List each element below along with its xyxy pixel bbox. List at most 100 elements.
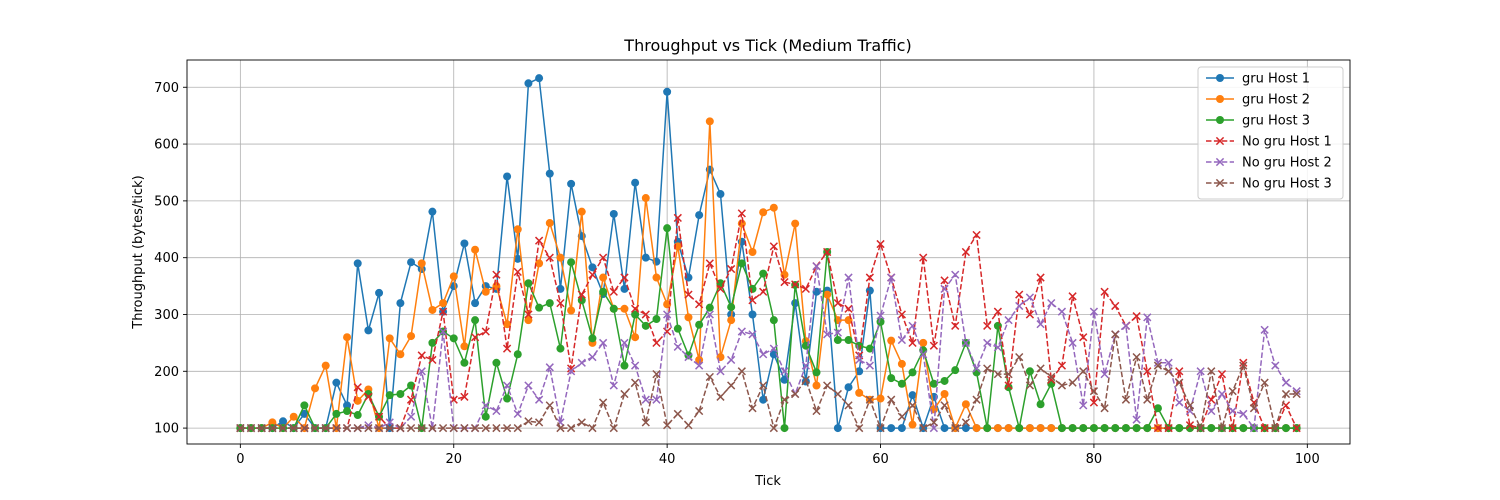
x-tick-label: 40 <box>659 452 676 467</box>
data-point <box>748 404 757 413</box>
data-point <box>268 418 277 427</box>
data-point <box>1025 293 1035 302</box>
data-point <box>1004 381 1013 390</box>
data-point <box>1057 381 1067 390</box>
data-point <box>524 79 533 88</box>
data-point <box>844 336 853 345</box>
data-point <box>364 423 373 433</box>
data-point <box>993 343 1003 352</box>
data-point <box>257 423 266 433</box>
data-point <box>311 384 320 393</box>
data-point <box>1217 389 1227 399</box>
data-point <box>673 213 682 223</box>
data-point <box>759 208 768 217</box>
data-point <box>385 423 394 433</box>
series-gru-host-3 <box>236 224 1301 433</box>
data-point <box>748 284 757 293</box>
data-point <box>641 395 650 404</box>
data-point <box>1292 423 1301 433</box>
data-point <box>791 389 800 399</box>
series-layer <box>236 74 1301 433</box>
series-gru-host-2 <box>236 117 1301 433</box>
data-point <box>791 219 800 228</box>
x-axis: 0 20 40 60 80 100 <box>236 444 1320 467</box>
data-point <box>812 262 821 271</box>
data-point <box>1143 367 1152 376</box>
data-point <box>972 424 981 433</box>
data-point <box>289 423 298 433</box>
data-point <box>1015 301 1024 311</box>
data-point <box>577 296 586 305</box>
data-point <box>577 418 586 427</box>
data-point <box>535 259 544 268</box>
data-point <box>652 395 661 404</box>
data-point <box>1239 409 1248 419</box>
legend-label: No gru Host 2 <box>1242 156 1332 171</box>
data-point <box>705 117 714 126</box>
data-point <box>812 381 821 390</box>
data-point <box>716 367 725 376</box>
data-point <box>823 381 832 390</box>
data-point <box>1100 369 1109 379</box>
data-point <box>300 401 309 410</box>
y-tick-label: 100 <box>154 422 179 437</box>
data-point <box>396 350 405 359</box>
data-point <box>769 344 778 353</box>
data-point <box>737 209 746 218</box>
data-point <box>481 423 490 433</box>
data-point <box>983 424 992 433</box>
data-point <box>407 258 416 267</box>
data-point <box>705 310 714 319</box>
data-point <box>545 401 554 410</box>
data-point <box>695 406 704 416</box>
data-point <box>1175 367 1184 376</box>
data-point <box>908 391 917 400</box>
data-point <box>1153 423 1163 433</box>
data-point <box>1239 358 1248 367</box>
data-point <box>1057 424 1066 433</box>
data-point <box>737 367 746 376</box>
data-point <box>897 379 906 388</box>
data-point <box>727 303 736 312</box>
data-point <box>855 367 864 376</box>
data-point <box>556 423 565 433</box>
data-point <box>1153 361 1163 370</box>
data-point <box>855 388 864 397</box>
data-point <box>439 299 448 308</box>
data-point <box>321 361 330 370</box>
data-point <box>769 203 778 212</box>
data-point <box>919 253 928 262</box>
plot-frame <box>186 59 1351 445</box>
data-point <box>1036 320 1045 329</box>
data-point <box>737 327 746 336</box>
data-point <box>332 378 341 387</box>
data-point <box>471 316 480 325</box>
series-line <box>240 120 1297 429</box>
data-point <box>1025 381 1035 390</box>
data-point <box>1260 423 1269 433</box>
data-point <box>246 423 256 433</box>
data-point <box>1239 361 1248 370</box>
data-point <box>353 396 362 405</box>
data-point <box>279 417 288 426</box>
data-point <box>769 316 778 325</box>
data-point <box>417 351 426 360</box>
data-point <box>951 321 960 330</box>
data-point <box>844 383 853 392</box>
legend-item: gru Host 3 <box>1206 114 1310 129</box>
x-tick-label: 80 <box>1086 452 1103 467</box>
data-point <box>470 423 480 433</box>
data-point <box>1004 316 1013 325</box>
data-point <box>1216 74 1224 82</box>
data-point <box>961 247 971 257</box>
data-point <box>428 355 437 365</box>
data-point <box>428 305 437 314</box>
data-point <box>1057 361 1067 370</box>
data-point <box>481 401 490 410</box>
data-point <box>961 424 970 433</box>
legend: gru Host 1 gru Host 2 gru Host 3 No gru Hos… <box>1197 66 1344 200</box>
data-point <box>1185 421 1195 430</box>
data-point <box>908 420 917 429</box>
data-point <box>1153 358 1163 367</box>
